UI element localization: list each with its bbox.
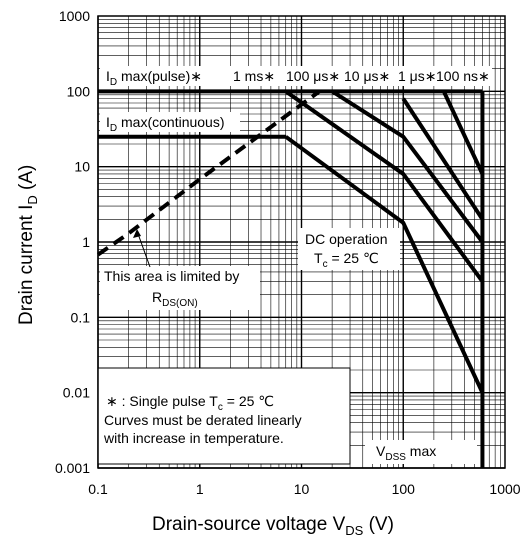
vdss-max-label: VDSS max (376, 443, 436, 463)
y-axis-title: Drain current ID (A) (16, 165, 40, 325)
x-tick-labels: 0.1 1 10 100 1000 (88, 481, 520, 497)
y-tick-label: 100 (67, 83, 91, 99)
x-tick-label: 1 (196, 481, 204, 497)
id-pulse-label: ID max(pulse)∗ (106, 68, 202, 88)
pulse-10us-label: 10 μs∗ (344, 68, 390, 84)
x-tick-label: 10 (294, 481, 310, 497)
y-tick-labels: 0.001 0.01 0.1 1 10 100 1000 (55, 8, 90, 476)
series-curve-100us (331, 89, 485, 244)
time-labels-bg (280, 66, 492, 86)
rds-pointer-line (136, 230, 151, 268)
dc-operation-label: DC operation (305, 231, 388, 247)
rds-label-bg (100, 266, 260, 310)
x-tick-label: 100 (392, 481, 416, 497)
pulse-1ms-label: 1 ms∗ (233, 68, 275, 84)
y-tick-label: 0.001 (55, 460, 90, 476)
x-tick-label: 0.1 (88, 481, 108, 497)
vdss-label-bg (365, 440, 477, 464)
y-tick-label: 0.01 (63, 385, 90, 401)
x-axis-title: Drain-source voltage VDS (V) (152, 514, 394, 538)
id-cont-label-bg (100, 112, 240, 132)
note-single-pulse: ∗ : Single pulse Tc = 25 ℃ (106, 393, 274, 413)
series-curve-dc (284, 135, 485, 394)
series-layer (96, 89, 485, 468)
rds-area-label: This area is limited by (104, 268, 239, 284)
rds-on-label: RDS(ON) (152, 289, 198, 309)
dc-temperature-label: Tc = 25 ℃ (314, 250, 379, 270)
x-tick-label: 1000 (489, 481, 520, 497)
y-tick-label: 10 (74, 159, 90, 175)
dc-label-bg (298, 228, 400, 270)
rds-pointer-arrowhead (133, 229, 141, 238)
id-cont-label: ID max(continuous) (106, 114, 225, 134)
series-curve-1ms (284, 89, 485, 283)
y-tick-label: 1000 (59, 8, 90, 24)
note-derating-line2: with increase in temperature. (103, 430, 284, 446)
note-derating-line1: Curves must be derated linearly (104, 412, 302, 428)
series-curve-10us (401, 97, 485, 221)
y-tick-label: 1 (82, 234, 90, 250)
series-curve-1us (441, 90, 485, 175)
y-tick-label: 0.1 (71, 309, 91, 325)
pulse-1us-label: 1 μs∗ (398, 68, 436, 84)
note-box (97, 367, 351, 465)
pulse-100ns-label: 100 ns∗ (436, 68, 490, 84)
id-pulse-label-bg (100, 66, 280, 86)
plot-frame (97, 15, 506, 469)
pulse-100us-label: 100 μs∗ (286, 68, 340, 84)
